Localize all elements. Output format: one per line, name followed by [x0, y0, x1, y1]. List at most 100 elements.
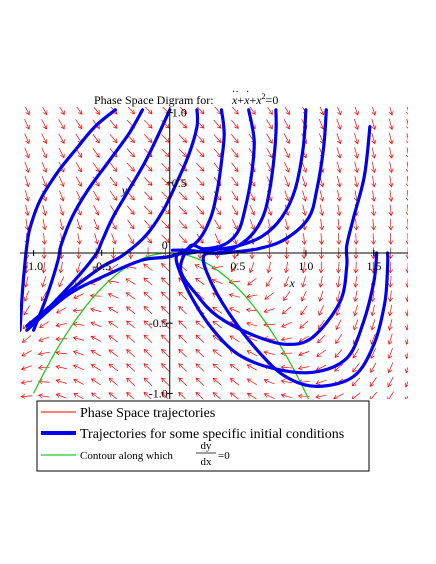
- field-arrow: [178, 320, 187, 329]
- field-arrow: [126, 334, 136, 343]
- field-arrow: [387, 347, 393, 360]
- field-arrow: [301, 276, 306, 288]
- field-arrow: [405, 175, 408, 187]
- field-arrow: [284, 218, 290, 231]
- field-arrow: [143, 363, 153, 372]
- x-tick-label: 0.5: [230, 259, 245, 273]
- legend-label-field: Phase Space trajectories: [80, 406, 215, 421]
- field-arrow: [24, 133, 30, 145]
- field-arrow: [371, 190, 377, 202]
- y-tick-label: -0.5: [149, 316, 168, 330]
- field-arrow: [354, 161, 359, 174]
- field-arrow: [72, 335, 85, 341]
- field-arrow: [178, 291, 187, 301]
- field-arrow: [108, 392, 118, 399]
- field-arrow: [300, 290, 307, 302]
- field-arrow: [388, 261, 394, 274]
- field-arrow: [195, 277, 205, 286]
- eq-term1: x: [231, 93, 238, 107]
- field-arrow: [318, 261, 324, 274]
- eq-plus-2: +: [249, 93, 256, 107]
- field-arrow: [92, 176, 100, 187]
- field-arrow: [196, 177, 205, 186]
- field-arrow: [231, 107, 239, 115]
- legend-label-trajectories: Trajectories for some specific initial c…: [80, 427, 344, 442]
- field-arrow: [90, 307, 102, 313]
- field-arrow: [111, 233, 117, 245]
- field-arrow: [263, 350, 275, 356]
- field-arrow: [23, 290, 30, 302]
- field-arrow: [301, 233, 307, 245]
- field-arrow: [406, 118, 408, 129]
- field-arrow: [353, 276, 359, 288]
- x-tick-label: -1.0: [24, 259, 43, 273]
- field-arrow: [231, 133, 239, 144]
- field-arrow: [301, 176, 308, 188]
- field-arrow: [371, 161, 377, 174]
- field-arrow: [354, 133, 359, 145]
- field-arrow: [247, 277, 257, 286]
- contour-curve: [33, 252, 310, 399]
- field-arrow: [108, 307, 119, 314]
- trajectory-layer: [20, 108, 390, 388]
- field-arrow: [24, 118, 30, 130]
- field-arrow: [73, 350, 85, 356]
- field-arrow: [143, 263, 153, 271]
- y-axis-label: y: [121, 183, 128, 197]
- field-arrow: [196, 219, 204, 230]
- field-arrow: [336, 161, 342, 174]
- field-arrow: [231, 205, 238, 216]
- field-arrow: [264, 292, 274, 300]
- field-arrow: [336, 204, 342, 217]
- field-arrow: [370, 319, 376, 331]
- field-arrow: [143, 320, 153, 329]
- eq-term3: x: [255, 93, 262, 107]
- eq-exponent: 2: [262, 92, 266, 101]
- field-arrow: [336, 233, 342, 245]
- field-arrow: [178, 220, 188, 229]
- field-arrow: [337, 107, 342, 116]
- field-arrow: [143, 377, 153, 386]
- field-arrow: [41, 233, 47, 245]
- field-arrow: [404, 380, 408, 388]
- field-arrow: [161, 348, 170, 358]
- field-arrow: [178, 191, 188, 201]
- field-arrow: [126, 162, 135, 172]
- field-arrow: [161, 391, 169, 399]
- field-arrow: [319, 190, 325, 202]
- field-arrow: [125, 278, 136, 285]
- field-arrow: [405, 276, 408, 288]
- field-arrow: [302, 190, 307, 202]
- field-arrow: [371, 147, 377, 159]
- field-arrow: [73, 393, 84, 399]
- field-arrow: [283, 119, 290, 130]
- field-arrow: [126, 363, 136, 372]
- field-arrow: [38, 351, 50, 357]
- field-arrow: [318, 290, 324, 302]
- field-arrow: [319, 204, 325, 217]
- field-arrow: [406, 132, 408, 144]
- field-arrow: [212, 349, 222, 358]
- field-arrow: [125, 306, 136, 314]
- field-arrow: [388, 161, 394, 174]
- field-arrow: [127, 107, 135, 115]
- field-arrow: [41, 176, 48, 188]
- field-arrow: [336, 175, 342, 188]
- trajectory-line: [32, 108, 145, 332]
- field-arrow: [108, 349, 119, 357]
- field-arrow: [405, 147, 408, 158]
- field-arrow: [371, 133, 377, 145]
- field-arrow: [371, 107, 377, 116]
- field-arrow: [178, 134, 188, 143]
- field-arrow: [59, 107, 65, 116]
- field-arrow: [161, 177, 170, 186]
- field-arrow: [246, 350, 258, 356]
- field-arrow: [263, 393, 275, 399]
- field-arrow: [297, 365, 310, 371]
- field-arrow: [143, 291, 153, 300]
- field-arrow: [75, 162, 82, 173]
- eq-rhs: =0: [266, 93, 279, 107]
- field-arrow: [352, 348, 360, 359]
- field-arrow: [161, 162, 170, 172]
- field-arrow: [75, 119, 83, 130]
